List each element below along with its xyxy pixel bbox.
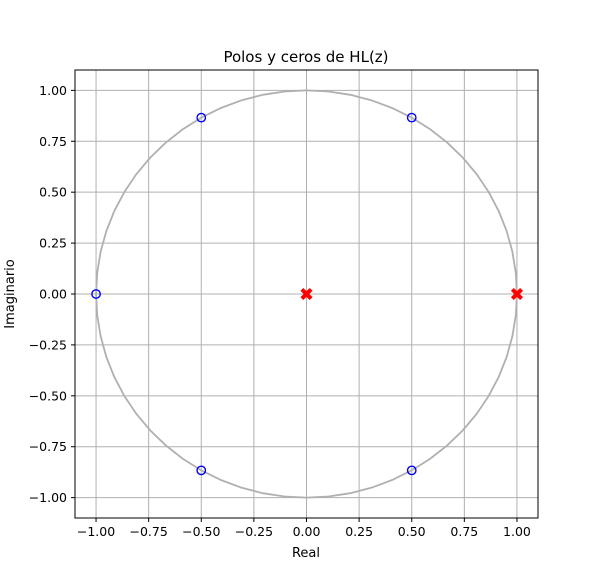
ticks: −1.00 −0.75 −0.50 −0.25 0.00 0.25 0.50 0.75 1.00…	[29, 83, 531, 539]
y-tick-label: −0.75	[29, 439, 67, 454]
zero-marker	[91, 289, 101, 299]
unit-circle-layer	[95, 89, 518, 499]
y-tick-label: 0.50	[39, 185, 67, 200]
x-tick-label: 0.75	[450, 524, 478, 539]
zero-marker	[196, 465, 207, 476]
y-tick-label: −0.25	[29, 337, 67, 352]
x-axis-label: Real	[292, 546, 320, 561]
zero-marker	[196, 112, 207, 123]
x-tick-label: 1.00	[503, 524, 531, 539]
y-tick-label: 0.00	[39, 287, 67, 302]
unit-circle	[95, 89, 518, 499]
y-tick-label: −0.50	[29, 388, 67, 403]
x-tick-label: −0.50	[182, 524, 220, 539]
y-tick-label: 0.75	[39, 134, 67, 149]
x-tick-label: 0.00	[293, 524, 321, 539]
x-tick-label: −0.25	[235, 524, 273, 539]
y-tick-label: 0.25	[39, 236, 67, 251]
pole-marker	[511, 288, 523, 300]
y-axis-label: Imaginario	[3, 259, 18, 328]
x-tick-label: 0.50	[398, 524, 426, 539]
pole-marker	[300, 288, 313, 300]
y-tick-label: −1.00	[29, 490, 67, 505]
y-tick-label: 1.00	[39, 83, 67, 98]
markers-layer	[91, 112, 523, 476]
zero-marker	[406, 465, 417, 476]
x-tick-label: −1.00	[77, 524, 115, 539]
chart-title: Polos y ceros de HL(z)	[223, 48, 388, 66]
x-tick-label: −0.75	[130, 524, 168, 539]
zero-marker	[406, 112, 417, 123]
x-tick-label: 0.25	[345, 524, 373, 539]
